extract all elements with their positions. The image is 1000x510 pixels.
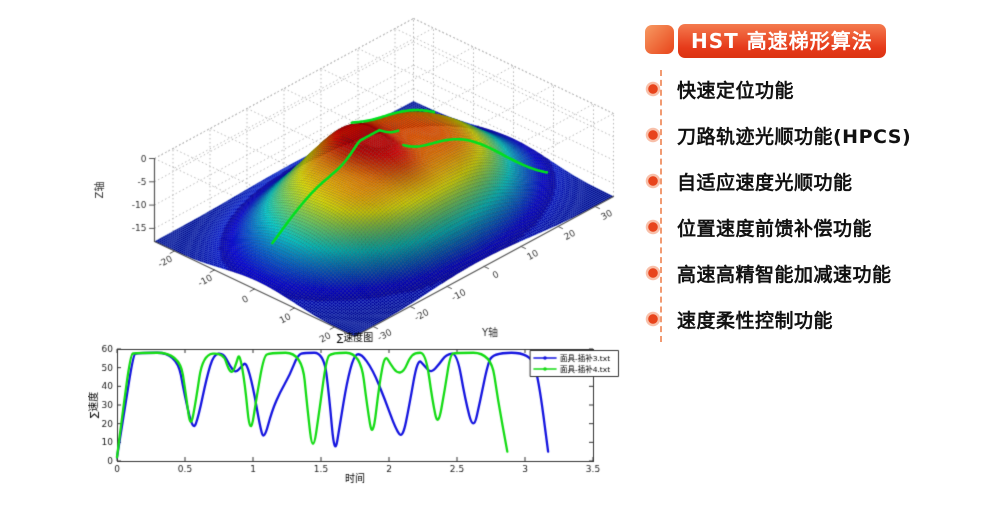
feature-label: 自适应速度光顺功能: [677, 171, 853, 194]
feature-item: 位置速度前馈补偿功能: [645, 210, 872, 244]
feature-label: 位置速度前馈补偿功能: [677, 217, 873, 240]
surface-plot-canvas: [88, 0, 648, 348]
orange-square-icon: [645, 25, 674, 54]
feature-item: 快速定位功能: [645, 72, 794, 106]
feature-item: 高速高精智能加减速功能: [645, 256, 892, 290]
bullet-dot-icon: [645, 127, 661, 143]
dashed-connector-line: [660, 70, 662, 342]
feature-label: 快速定位功能: [677, 79, 795, 102]
feature-label: 高速高精智能加减速功能: [677, 263, 892, 286]
bullet-dot-icon: [645, 81, 661, 97]
bullet-dot-icon: [645, 173, 661, 189]
velocity-plot-canvas: [88, 330, 636, 490]
feature-item: 速度柔性控制功能: [645, 302, 833, 336]
section-title-badge: HST 高速梯形算法: [678, 24, 886, 58]
feature-item: 自适应速度光顺功能: [645, 164, 853, 198]
feature-item: 刀路轨迹光顺功能(HPCS): [645, 118, 911, 152]
section-title: HST 高速梯形算法: [691, 29, 873, 53]
bullet-dot-icon: [645, 265, 661, 281]
bullet-dot-icon: [645, 219, 661, 235]
feature-label: 速度柔性控制功能: [677, 309, 834, 332]
feature-label: 刀路轨迹光顺功能(HPCS): [677, 125, 912, 148]
bullet-dot-icon: [645, 311, 661, 327]
